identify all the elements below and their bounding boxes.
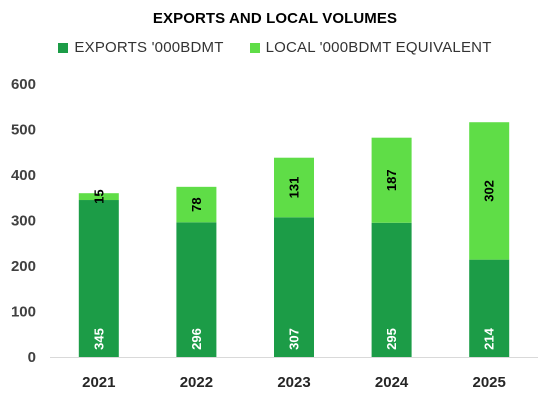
data-label-exports-2022: 296 xyxy=(189,328,204,350)
data-label-local-2023: 131 xyxy=(287,177,302,199)
y-tick-label-2: 200 xyxy=(11,258,36,275)
x-tick-label-2022: 2022 xyxy=(180,374,213,391)
bar-local-2025 xyxy=(469,122,510,260)
bar-local-2021 xyxy=(78,193,119,201)
x-tick-label-2021: 2021 xyxy=(82,374,115,391)
bar-local-2022 xyxy=(176,186,217,223)
y-tick-label-3: 300 xyxy=(11,213,36,230)
legend-label-exports: EXPORTS '000BDMT xyxy=(74,39,224,56)
y-tick-label-6: 600 xyxy=(11,76,36,93)
x-tick-label-2024: 2024 xyxy=(375,374,409,391)
data-label-local-2025: 302 xyxy=(482,180,497,202)
data-label-exports-2025: 214 xyxy=(482,327,497,349)
legend-item-local: LOCAL '000BDMT EQUIVALENT xyxy=(249,39,492,56)
x-tick-label-2025: 2025 xyxy=(473,374,506,391)
y-tick-label-5: 500 xyxy=(11,122,36,139)
data-label-local-2024: 187 xyxy=(384,169,399,191)
data-label-local-2022: 78 xyxy=(189,197,204,211)
data-label-exports-2024: 295 xyxy=(384,328,399,350)
bar-exports-2021 xyxy=(78,200,119,357)
data-label-exports-2021: 345 xyxy=(91,328,106,350)
bar-local-2024 xyxy=(371,137,412,223)
bar-exports-2025 xyxy=(469,259,510,357)
y-tick-label-4: 400 xyxy=(11,167,36,184)
legend: EXPORTS '000BDMT LOCAL '000BDMT EQUIVALE… xyxy=(0,39,550,56)
bar-exports-2023 xyxy=(274,217,314,357)
legend-swatch-local xyxy=(249,42,260,53)
x-tick-label-2023: 2023 xyxy=(277,374,310,391)
bar-local-2023 xyxy=(274,157,314,218)
legend-swatch-exports xyxy=(58,42,69,53)
y-tick-label-1: 100 xyxy=(11,304,36,321)
data-label-exports-2023: 307 xyxy=(287,328,302,350)
legend-label-local: LOCAL '000BDMT EQUIVALENT xyxy=(265,39,492,56)
data-label-local-2021: 15 xyxy=(91,189,106,203)
bar-exports-2024 xyxy=(371,222,412,357)
chart-title: EXPORTS AND LOCAL VOLUMES xyxy=(152,10,398,27)
y-tick-label-0: 0 xyxy=(28,349,36,366)
legend-item-exports: EXPORTS '000BDMT xyxy=(58,39,223,56)
bar-exports-2022 xyxy=(176,222,217,357)
